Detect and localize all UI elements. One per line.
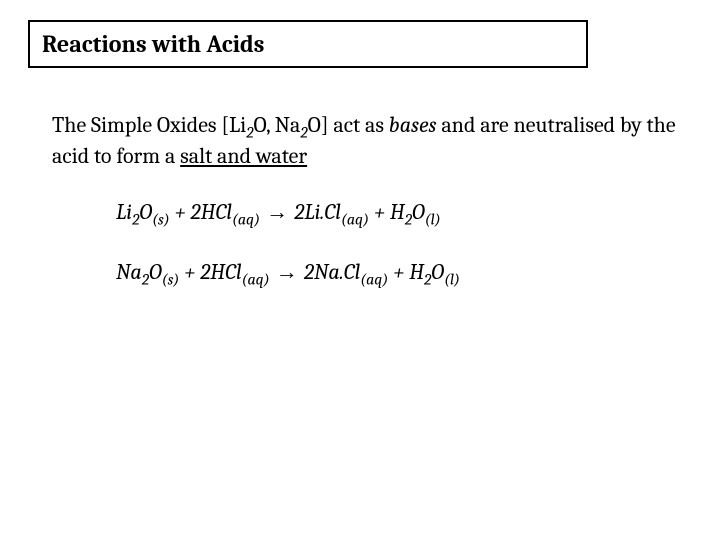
- eq2-plus1: + 2HCl: [179, 259, 241, 285]
- eq2-r1st1: (s): [162, 271, 180, 289]
- eq2-r1s1: 2: [142, 271, 149, 289]
- eq1-p1s1: 2: [405, 210, 412, 228]
- equations-block: Li2O(s) + 2HCl(aq) → 2Li.Cl(aq) + H2O(l)…: [116, 198, 692, 287]
- eq2-plus2: + H: [388, 259, 424, 285]
- eq1-p1a: 2Li.Cl: [294, 199, 341, 225]
- equation-2: Na2O(s) + 2HCl(aq) → 2Na.Cl(aq) + H2O(l): [116, 258, 692, 287]
- section-title-box: Reactions with Acids: [28, 20, 588, 68]
- eq2-p1st2: (l): [444, 271, 460, 289]
- equation-1: Li2O(s) + 2HCl(aq) → 2Li.Cl(aq) + H2O(l): [116, 198, 692, 227]
- eq2-arrow: →: [270, 259, 304, 284]
- eq2-r1b: O: [149, 259, 162, 285]
- eq2-r1a: Na: [116, 259, 142, 285]
- eq1-r1a: Li: [116, 199, 132, 225]
- eq2-r1st2: (aq): [242, 271, 270, 289]
- section-title: Reactions with Acids: [42, 30, 264, 58]
- eq2-p1a: 2Na.Cl: [304, 259, 360, 285]
- eq2-p1b: O: [431, 259, 444, 285]
- eq1-r1st2: (aq): [232, 210, 260, 228]
- intro-part3: O] act as: [308, 112, 389, 138]
- eq1-arrow: →: [260, 199, 294, 224]
- intro-paragraph: The Simple Oxides [Li2O, Na2O] act as ba…: [52, 110, 692, 172]
- intro-bases: bases: [389, 112, 437, 138]
- eq1-r1st1: (s): [152, 210, 170, 228]
- intro-sub2: 2: [300, 123, 307, 141]
- intro-saltwater: salt and water: [180, 143, 307, 169]
- eq1-p1st2: (l): [425, 210, 441, 228]
- eq2-p1st1: (aq): [360, 271, 388, 289]
- intro-part2: O, Na: [253, 112, 300, 138]
- eq1-plus1: + 2HCl: [170, 199, 232, 225]
- eq1-p1st1: (aq): [341, 210, 369, 228]
- eq1-r1b: O: [139, 199, 152, 225]
- eq1-plus2: + H: [369, 199, 405, 225]
- intro-part1: The Simple Oxides [Li: [52, 112, 246, 138]
- eq1-p1b: O: [412, 199, 425, 225]
